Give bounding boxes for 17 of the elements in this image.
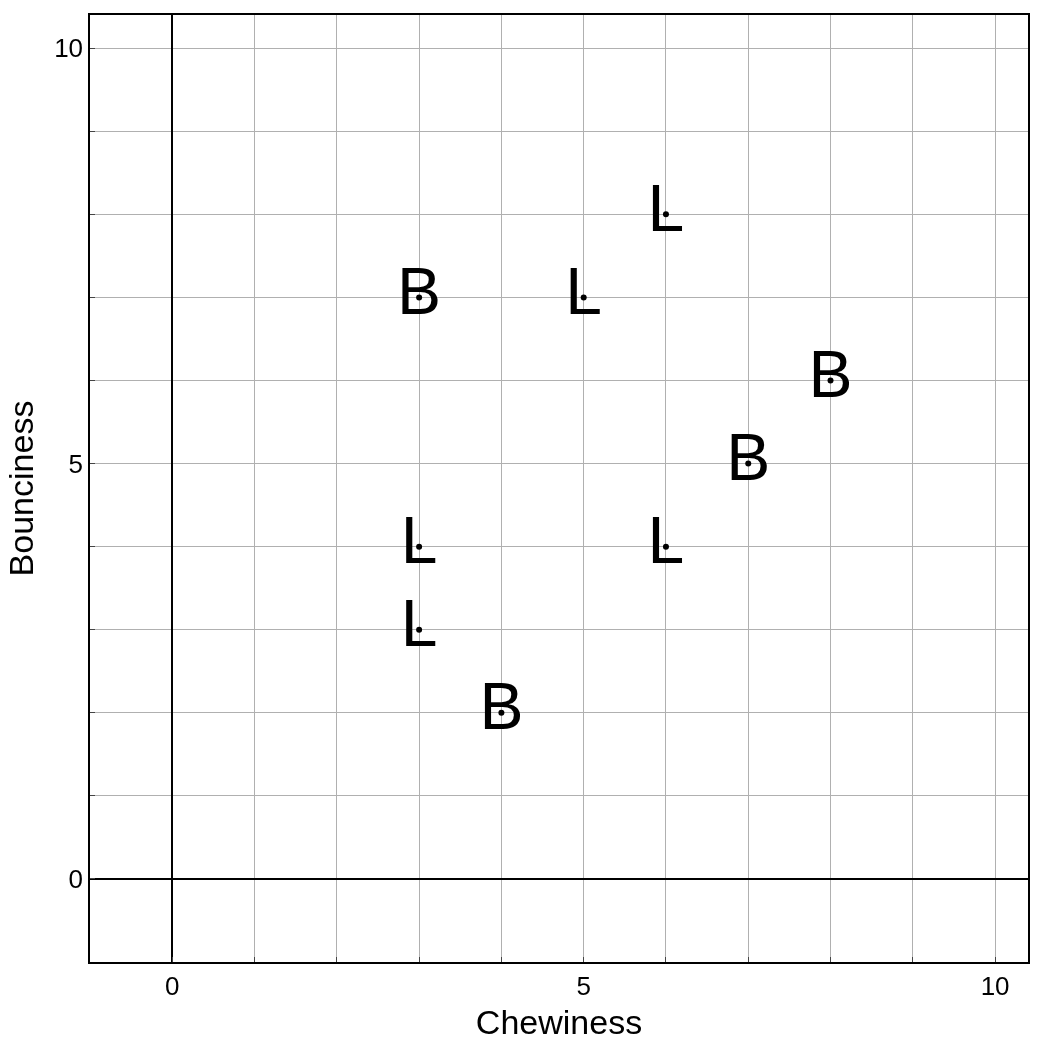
data-label: B: [726, 420, 771, 495]
data-label: L: [400, 503, 438, 578]
y-axis-title: Bounciness: [2, 400, 41, 577]
x-axis-title: Chewiness: [475, 1002, 643, 1041]
data-label: B: [479, 669, 524, 744]
data-label: B: [397, 253, 442, 328]
y-tick-label: 10: [54, 33, 84, 64]
x-tick-label: 0: [165, 970, 180, 1001]
data-label: L: [647, 503, 685, 578]
y-tick-label: 5: [68, 448, 84, 479]
x-tick-label: 5: [576, 970, 591, 1001]
data-label: B: [808, 337, 853, 412]
y-tick-label: 0: [68, 864, 84, 895]
data-label: L: [647, 170, 685, 245]
data-label: L: [565, 253, 603, 328]
x-tick-label: 10: [980, 970, 1010, 1001]
data-label: L: [400, 586, 438, 661]
